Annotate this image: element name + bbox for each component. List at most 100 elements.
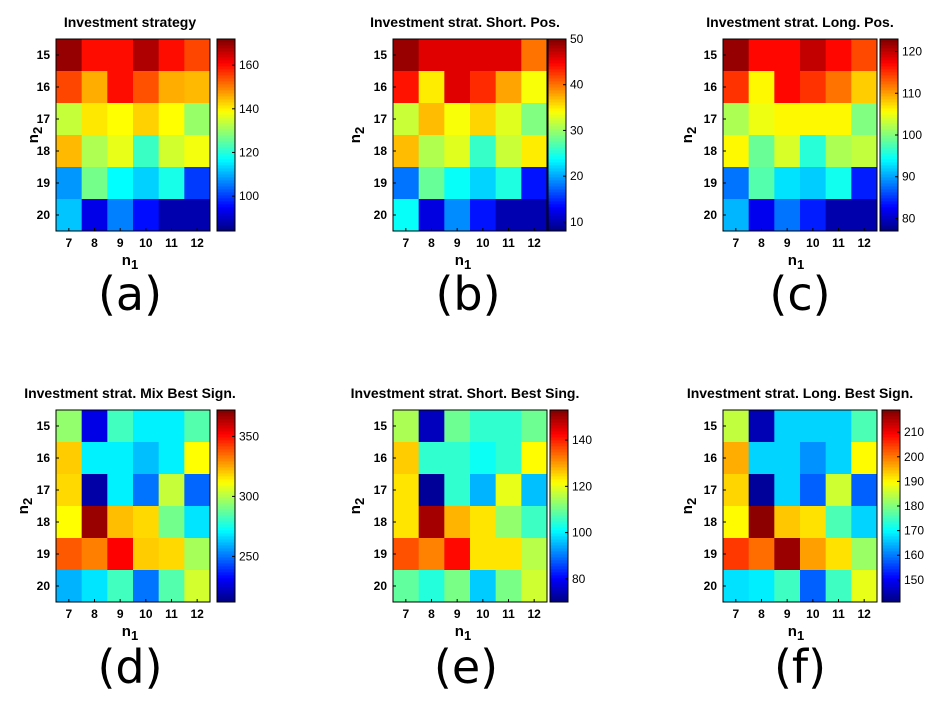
colorbar-step (882, 584, 900, 588)
heatmap-cell (184, 410, 211, 443)
colorbar-step (217, 135, 235, 139)
colorbar-step (882, 587, 900, 591)
y-tick-label: 17 (37, 483, 51, 497)
panel-label: (d) (97, 640, 162, 694)
colorbar-step (217, 219, 235, 223)
colorbar-step (217, 204, 235, 208)
colorbar-step (882, 542, 900, 546)
colorbar-step (880, 75, 898, 79)
heatmap-cell (444, 199, 471, 232)
colorbar-step (880, 162, 898, 166)
colorbar-step (880, 39, 898, 43)
colorbar-step (217, 467, 235, 471)
colorbar-step (217, 557, 235, 561)
x-axis-label-main: n (455, 623, 464, 640)
heatmap-cell (133, 538, 160, 571)
y-tick-label: 17 (374, 112, 388, 126)
colorbar-tick-label: 140 (239, 102, 259, 116)
heatmap-cell (825, 538, 852, 571)
colorbar-tick-label: 350 (239, 429, 259, 443)
colorbar-step (217, 189, 235, 193)
colorbar-step (882, 452, 900, 456)
heatmap-cell (495, 39, 522, 72)
heatmap-cell (495, 570, 522, 603)
chart-title: Investment strat. Long. Best Sign. (687, 385, 913, 401)
colorbar-step (548, 57, 566, 61)
heatmap-cell (825, 135, 852, 168)
heatmap-cell (418, 442, 445, 475)
colorbar-step (882, 482, 900, 486)
x-tick-label: 9 (784, 236, 791, 250)
colorbar-step (550, 572, 568, 576)
y-tick-label: 15 (37, 48, 51, 62)
heatmap-cell (444, 506, 471, 539)
colorbar-tick-label: 140 (572, 433, 592, 447)
colorbar-step (217, 575, 235, 579)
heatmap-cell (393, 474, 420, 507)
plot-frame (392, 38, 548, 232)
heatmap-cell (107, 39, 134, 72)
x-tick-label: 10 (806, 236, 820, 250)
y-tick-label: 19 (374, 547, 388, 561)
colorbar-step (217, 434, 235, 438)
x-tick-label: 8 (758, 236, 765, 250)
colorbar-step (880, 186, 898, 190)
x-tick-label: 10 (476, 236, 490, 250)
colorbar-frame (547, 38, 567, 232)
colorbar-step (217, 105, 235, 109)
heatmap-cell (748, 570, 775, 603)
colorbar-step (882, 548, 900, 552)
y-axis-label-subscript: 2 (20, 498, 35, 505)
colorbar-tick-label: 250 (239, 549, 259, 563)
heatmap-cell (495, 71, 522, 104)
colorbar-step (880, 180, 898, 184)
x-tick-label: 10 (139, 607, 153, 621)
heatmap-cell (418, 474, 445, 507)
colorbar-tick-label: 20 (570, 169, 584, 183)
heatmap-cell (495, 103, 522, 136)
colorbar-step (882, 503, 900, 507)
colorbar-step (880, 132, 898, 136)
heatmap-cell (133, 570, 160, 603)
heatmap-cell (158, 199, 185, 232)
colorbar-step (880, 159, 898, 163)
colorbar-step (548, 48, 566, 52)
colorbar-step (217, 569, 235, 573)
x-tick-label: 8 (428, 607, 435, 621)
heatmap-cell (495, 199, 522, 232)
colorbar-step (880, 51, 898, 55)
x-tick-label: 10 (806, 607, 820, 621)
colorbar-step (217, 126, 235, 130)
colorbar-step (880, 225, 898, 229)
colorbar-step (217, 174, 235, 178)
colorbar-tick-label: 190 (904, 474, 924, 488)
colorbar-step (548, 66, 566, 70)
heatmap-cell (133, 39, 160, 72)
colorbar-tick-label: 120 (902, 45, 922, 59)
colorbar-step (217, 410, 235, 414)
y-tick-label: 16 (37, 451, 51, 465)
y-axis-label-subscript: 2 (684, 127, 699, 134)
heatmap-cell (393, 570, 420, 603)
colorbar-step (548, 228, 566, 232)
colorbar-step (217, 102, 235, 106)
x-axis-label-subscript: 1 (131, 257, 138, 272)
colorbar-tick-label: 200 (904, 450, 924, 464)
colorbar-step (550, 458, 568, 462)
heatmap-cell (81, 442, 108, 475)
colorbar-frame (216, 38, 236, 232)
colorbar-step (217, 225, 235, 229)
colorbar-step (217, 506, 235, 510)
colorbar-step (880, 72, 898, 76)
colorbar-step (882, 509, 900, 513)
colorbar-step (880, 192, 898, 196)
heatmap-cell (521, 199, 548, 232)
colorbar-step (882, 434, 900, 438)
colorbar-step (880, 129, 898, 133)
x-tick-label: 11 (502, 607, 515, 621)
heatmap-cell (184, 199, 211, 232)
y-tick-label: 15 (704, 419, 718, 433)
chart-title: Investment strat. Mix Best Sign. (24, 385, 236, 401)
colorbar-step (880, 198, 898, 202)
colorbar-step (880, 84, 898, 88)
